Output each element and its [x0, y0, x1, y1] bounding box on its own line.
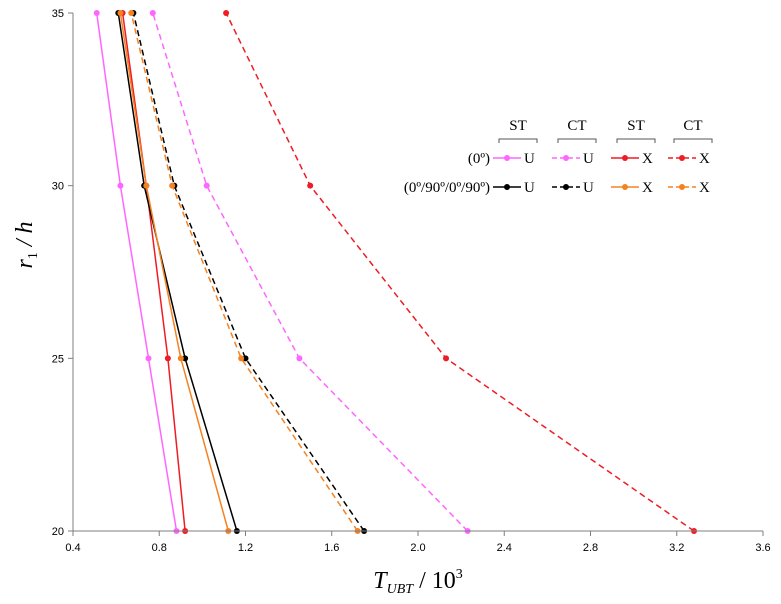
legend-bracket	[616, 138, 656, 143]
legend-row-label: (0º)	[468, 151, 490, 167]
legend-marker	[504, 184, 510, 190]
x-tick-label: 2.4	[497, 542, 512, 554]
data-point	[149, 10, 156, 16]
series-line-6	[119, 12, 230, 532]
series-line-5	[132, 12, 365, 532]
x-tick-label: 2.0	[410, 542, 425, 554]
x-tick-label: 2.8	[583, 542, 598, 554]
legend-bracket	[557, 138, 597, 143]
data-point	[307, 182, 314, 189]
y-axis-title-subscript: 1	[26, 252, 41, 259]
legend-entry-label: X	[642, 151, 653, 167]
plot-series	[93, 10, 697, 534]
x-axis-title-superscript: 3	[456, 567, 463, 582]
data-point	[117, 182, 124, 189]
data-point	[93, 10, 100, 16]
legend: ST CT ST CT(0º) U U X X(0º/90º/0º/90º) U U X X	[404, 118, 713, 196]
legend-marker	[563, 184, 569, 190]
x-axis-title: TUBT / 103	[373, 567, 462, 597]
data-point	[169, 182, 176, 189]
data-point	[223, 10, 230, 16]
legend-bracket	[498, 138, 538, 143]
data-point	[177, 355, 184, 362]
legend-marker	[622, 184, 628, 190]
x-axis-title-subscript: UBT	[387, 582, 415, 597]
y-axis-title-main: r	[12, 259, 38, 269]
series-line-0	[95, 12, 178, 532]
x-tick-label: 0.8	[152, 542, 167, 554]
legend-bracket	[673, 138, 713, 143]
series-line-4	[117, 12, 238, 532]
legend-theory-header: ST	[509, 118, 527, 134]
data-point	[143, 182, 150, 189]
axes: 0.4 0.8 1.2 1.6 2.0 2.4 2.8 3.2 3.6 20 25 30 35	[52, 8, 771, 554]
data-point	[242, 355, 249, 362]
legend-theory-header: CT	[683, 118, 702, 134]
series-line-1	[152, 12, 469, 532]
legend-entry-label: X	[699, 151, 710, 167]
legend-entry-label: U	[583, 180, 594, 196]
legend-marker	[622, 155, 628, 161]
legend-entry-label: U	[524, 180, 535, 196]
data-point	[117, 10, 124, 16]
data-point	[203, 182, 210, 189]
y-tick-label: 25	[52, 353, 64, 365]
series-line-7	[130, 12, 359, 532]
legend-entry-label: U	[583, 151, 594, 167]
legend-theory-header: CT	[567, 118, 586, 134]
legend-entry-label: U	[524, 151, 535, 167]
y-tick-label: 30	[52, 181, 64, 193]
y-tick-label: 20	[52, 526, 64, 538]
series-line-3	[225, 12, 695, 532]
legend-entry-label: X	[699, 180, 710, 196]
legend-row-label: (0º/90º/0º/90º)	[404, 180, 490, 196]
data-point	[182, 355, 189, 362]
x-tick-label: 1.6	[324, 542, 339, 554]
data-point	[296, 355, 303, 362]
data-point	[443, 355, 450, 362]
y-axis-title: r1 / h	[12, 221, 41, 268]
axis-titles: TUBT / 103 r1 / h	[12, 221, 463, 597]
y-tick-label: 35	[52, 8, 64, 20]
x-axis-title-rest: / 10	[413, 568, 456, 594]
x-tick-label: 1.2	[238, 542, 253, 554]
legend-marker	[504, 155, 510, 161]
legend-marker	[679, 155, 685, 161]
data-point	[164, 355, 171, 362]
x-tick-label: 0.4	[65, 542, 80, 554]
legend-theory-header: ST	[627, 118, 645, 134]
data-point	[128, 10, 135, 16]
legend-entry-label: X	[642, 180, 653, 196]
data-point	[145, 355, 152, 362]
x-tick-label: 3.2	[669, 542, 684, 554]
y-axis-title-rest: / h	[12, 221, 38, 252]
series-line-2	[121, 12, 186, 532]
x-tick-label: 3.6	[755, 542, 770, 554]
legend-marker	[679, 184, 685, 190]
data-point	[238, 355, 245, 362]
x-axis-title-main: T	[373, 568, 388, 594]
legend-marker	[563, 155, 569, 161]
